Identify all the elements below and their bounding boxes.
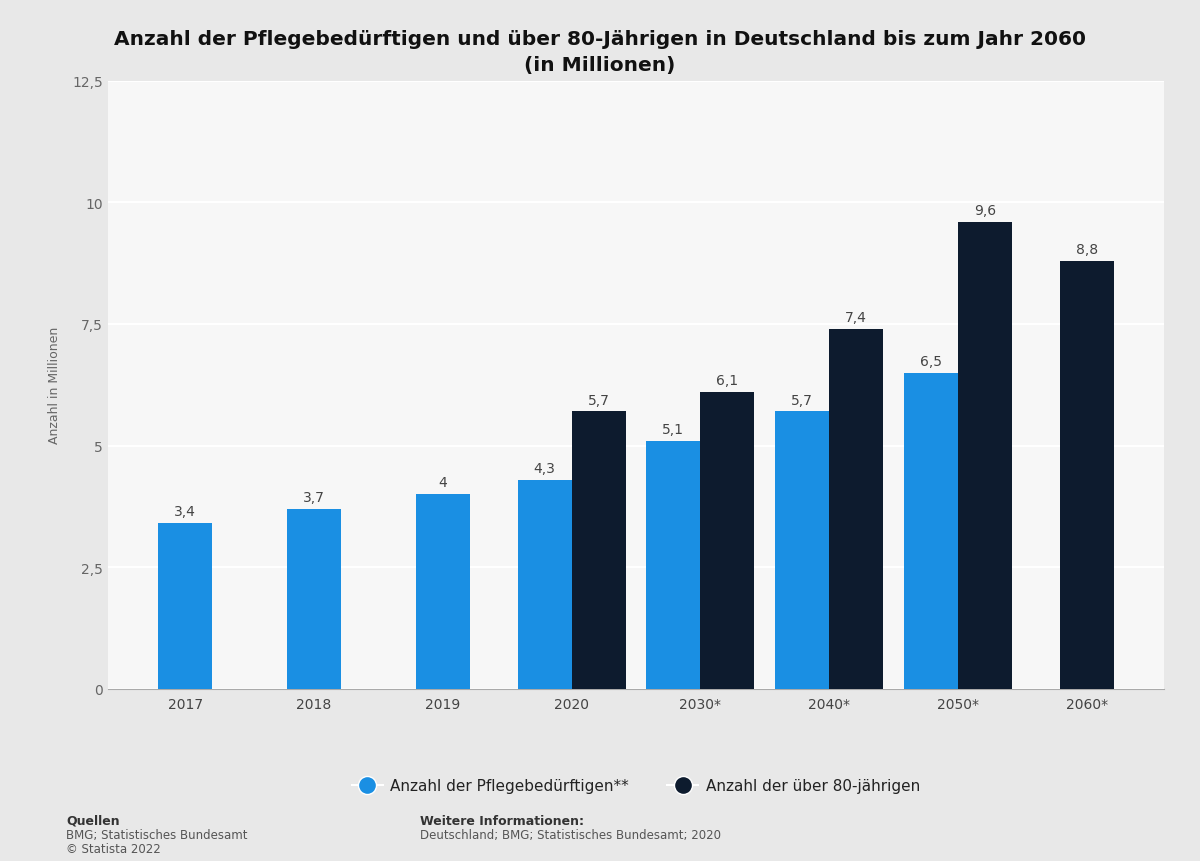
Text: 6,5: 6,5 bbox=[920, 355, 942, 369]
Text: 4,3: 4,3 bbox=[534, 461, 556, 475]
Text: Deutschland; BMG; Statistisches Bundesamt; 2020: Deutschland; BMG; Statistisches Bundesam… bbox=[420, 828, 721, 841]
Text: 3,7: 3,7 bbox=[304, 490, 325, 505]
Text: Weitere Informationen:: Weitere Informationen: bbox=[420, 814, 584, 827]
Text: Anzahl der Pflegebedürftigen und über 80-Jährigen in Deutschland bis zum Jahr 20: Anzahl der Pflegebedürftigen und über 80… bbox=[114, 30, 1086, 49]
Text: 3,4: 3,4 bbox=[174, 505, 197, 519]
Bar bbox=[829, 330, 883, 689]
Text: 5,7: 5,7 bbox=[588, 393, 610, 407]
Bar bbox=[701, 393, 755, 689]
Bar bbox=[158, 523, 212, 689]
Text: © Statista 2022: © Statista 2022 bbox=[66, 842, 161, 855]
Text: (in Millionen): (in Millionen) bbox=[524, 56, 676, 75]
Text: 5,7: 5,7 bbox=[791, 393, 814, 407]
Bar bbox=[517, 480, 571, 689]
Bar bbox=[904, 373, 958, 689]
Text: 8,8: 8,8 bbox=[1075, 243, 1098, 257]
Text: 9,6: 9,6 bbox=[974, 204, 996, 218]
Y-axis label: Anzahl in Millionen: Anzahl in Millionen bbox=[48, 326, 61, 444]
Text: 4: 4 bbox=[438, 476, 448, 490]
Text: Quellen: Quellen bbox=[66, 814, 120, 827]
Bar bbox=[647, 441, 701, 689]
Text: BMG; Statistisches Bundesamt: BMG; Statistisches Bundesamt bbox=[66, 828, 247, 841]
Bar bbox=[571, 412, 625, 689]
Bar bbox=[415, 494, 470, 689]
Legend: Anzahl der Pflegebedürftigen**, Anzahl der über 80-jährigen: Anzahl der Pflegebedürftigen**, Anzahl d… bbox=[346, 772, 926, 800]
Bar bbox=[1060, 262, 1114, 689]
Bar bbox=[958, 223, 1012, 689]
Text: 6,1: 6,1 bbox=[716, 374, 738, 387]
Bar bbox=[775, 412, 829, 689]
Bar bbox=[287, 509, 341, 689]
Text: 5,1: 5,1 bbox=[662, 422, 684, 437]
Text: 7,4: 7,4 bbox=[845, 311, 868, 325]
